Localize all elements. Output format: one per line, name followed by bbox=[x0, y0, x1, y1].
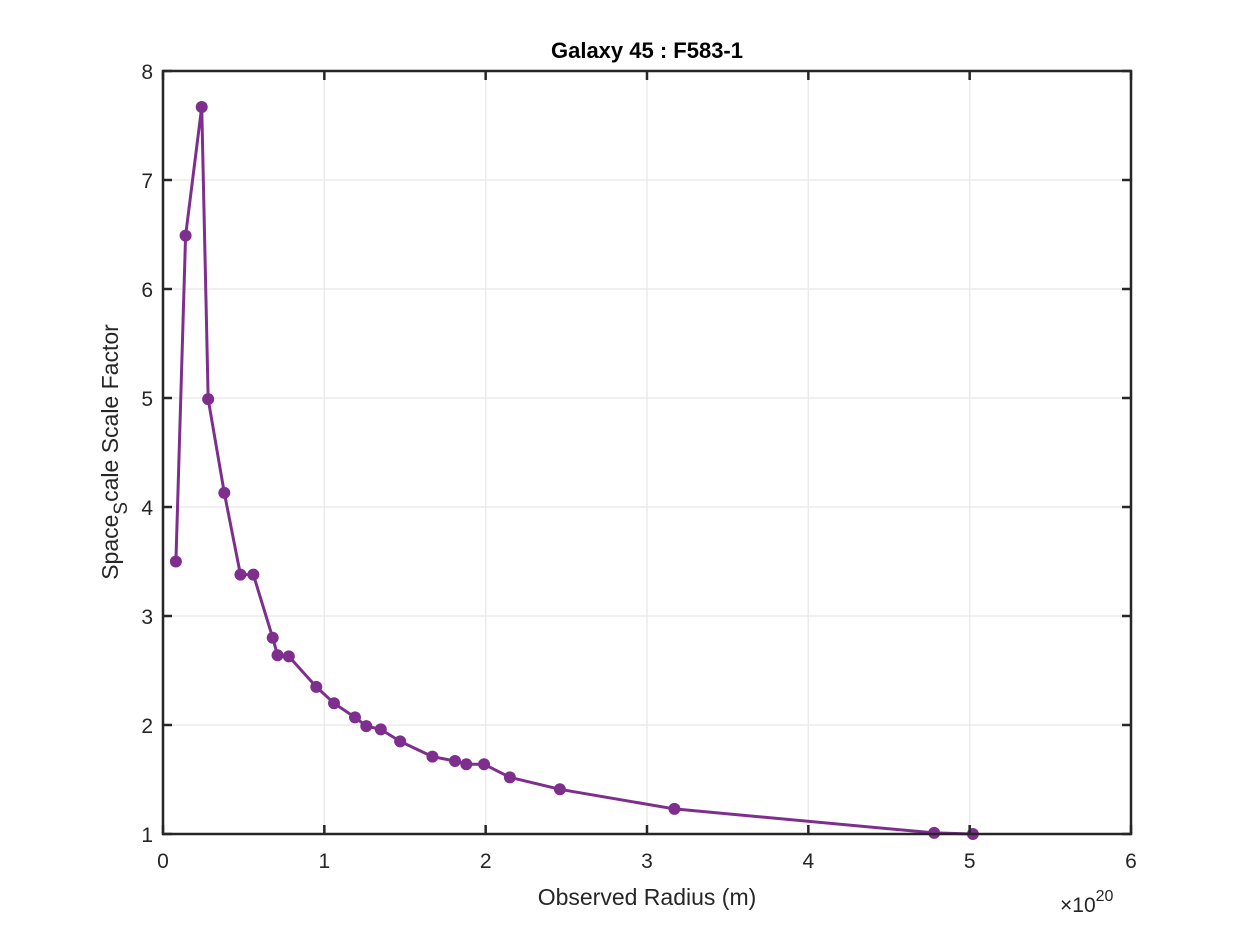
data-point bbox=[169, 555, 182, 568]
data-point bbox=[374, 723, 387, 736]
data-point bbox=[478, 758, 491, 771]
data-point bbox=[360, 720, 373, 733]
x-tick-label: 0 bbox=[157, 850, 169, 873]
series-layer bbox=[169, 100, 979, 840]
data-point bbox=[179, 229, 192, 242]
data-point bbox=[310, 680, 323, 693]
data-point bbox=[449, 754, 462, 767]
data-point bbox=[348, 711, 361, 724]
y-tick-label: 1 bbox=[141, 824, 153, 847]
y-axis-label: SpaceScale Scale Factor bbox=[97, 324, 132, 580]
data-point bbox=[271, 649, 284, 662]
y-tick-label: 5 bbox=[141, 388, 153, 411]
x-exponent-label: ×1020 bbox=[1060, 888, 1114, 917]
data-point bbox=[247, 568, 260, 581]
data-point bbox=[218, 486, 231, 499]
x-tick-label: 3 bbox=[641, 850, 653, 873]
x-tick-label: 4 bbox=[802, 850, 814, 873]
data-point bbox=[426, 750, 439, 763]
data-point bbox=[266, 631, 279, 644]
data-point bbox=[503, 771, 516, 784]
x-tick-label: 5 bbox=[964, 850, 976, 873]
data-point bbox=[195, 100, 208, 113]
x-tick-label: 6 bbox=[1125, 850, 1137, 873]
data-point bbox=[282, 650, 295, 663]
y-tick-label: 6 bbox=[141, 279, 153, 302]
ticks bbox=[161, 69, 1133, 836]
data-point bbox=[553, 783, 566, 796]
y-tick-label: 8 bbox=[141, 61, 153, 84]
y-tick-label: 3 bbox=[141, 606, 153, 629]
x-exponent-power: 20 bbox=[1096, 888, 1114, 905]
data-point bbox=[202, 393, 215, 406]
data-point bbox=[394, 735, 407, 748]
y-tick-label: 2 bbox=[141, 715, 153, 738]
data-point bbox=[460, 758, 473, 771]
y-axis-label-suffix: cale Scale Factor bbox=[97, 324, 123, 502]
x-tick-label: 2 bbox=[480, 850, 492, 873]
data-point bbox=[234, 568, 247, 581]
x-tick-label: 1 bbox=[318, 850, 330, 873]
data-point bbox=[328, 697, 341, 710]
x-exponent-base: ×10 bbox=[1060, 894, 1096, 917]
y-tick-label: 7 bbox=[141, 170, 153, 193]
y-axis-label-prefix: Space bbox=[97, 515, 123, 580]
y-tick-label: 4 bbox=[141, 497, 153, 520]
y-axis-label-subscript: S bbox=[111, 502, 132, 515]
data-point bbox=[668, 802, 681, 815]
x-axis-label: Observed Radius (m) bbox=[538, 884, 757, 910]
chart-title: Galaxy 45 : F583-1 bbox=[551, 38, 743, 63]
